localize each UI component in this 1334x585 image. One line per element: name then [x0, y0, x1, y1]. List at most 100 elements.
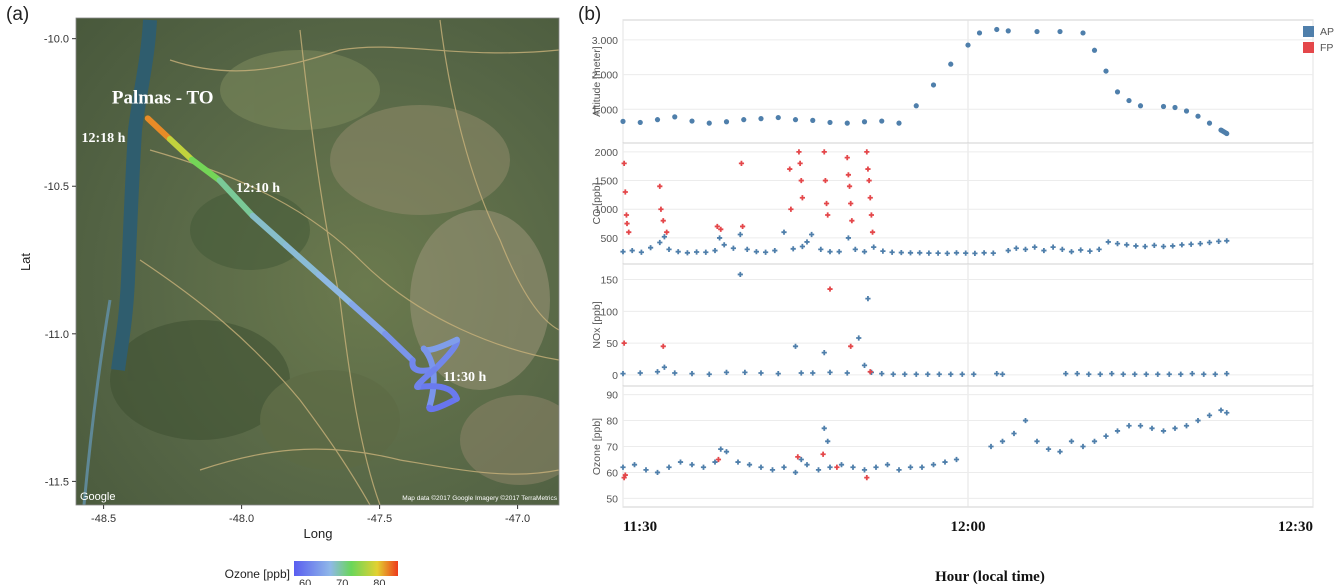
altitude-ap-point	[1092, 48, 1097, 53]
altitude-ap-point	[879, 118, 884, 123]
fp-point	[827, 286, 832, 291]
ap-point	[735, 459, 740, 464]
ap-point	[862, 363, 867, 368]
altitude-ap-point	[741, 117, 746, 122]
time-x-axis-title: Hour (local time)	[935, 569, 1045, 585]
ap-point	[1080, 444, 1085, 449]
fp-point	[824, 201, 829, 206]
fp-point	[622, 341, 627, 346]
fp-point	[868, 195, 873, 200]
ap-point	[914, 372, 919, 377]
ap-point	[639, 250, 644, 255]
ap-point	[1000, 372, 1005, 377]
ap-point	[1216, 239, 1221, 244]
subplot-y-axis-title: Altitude [meter]	[591, 46, 603, 117]
ap-point	[873, 465, 878, 470]
map-annotation: 12:10 h	[236, 181, 280, 196]
ap-point	[1144, 372, 1149, 377]
fp-point	[823, 178, 828, 183]
ap-point	[1097, 247, 1102, 252]
ap-point	[1057, 449, 1062, 454]
ap-point	[738, 272, 743, 277]
ap-point	[1161, 244, 1166, 249]
subplot-frames	[623, 20, 1313, 507]
fp-point	[864, 149, 869, 154]
ap-point	[890, 250, 895, 255]
altitude-ap-point	[1161, 104, 1166, 109]
ap-point	[937, 372, 942, 377]
ap-point	[839, 462, 844, 467]
ap-point	[1000, 439, 1005, 444]
ap-point	[885, 462, 890, 467]
colorbar-gradient	[294, 561, 398, 576]
altitude-ap-point	[948, 62, 953, 67]
ap-point	[1014, 246, 1019, 251]
fp-point	[845, 155, 850, 160]
subplot-y-tick-label: 3.000	[592, 35, 618, 47]
ap-point	[925, 372, 930, 377]
ap-point	[1034, 439, 1039, 444]
altitude-ap-point	[1057, 29, 1062, 34]
ap-point	[954, 457, 959, 462]
ap-point	[1075, 371, 1080, 376]
colorbar-tick-label: 80	[373, 578, 385, 585]
altitude-ap-point	[914, 103, 919, 108]
altitude-ap-point	[896, 121, 901, 126]
ap-point	[1087, 249, 1092, 254]
time-series-panel: 1.000 2.000 3.000 500 1000 1500 2000 0 50 100 150 5…	[591, 20, 1334, 585]
ap-point	[745, 247, 750, 252]
subplot-y-tick-label: 2000	[595, 147, 619, 159]
fp-point	[800, 195, 805, 200]
ap-point	[804, 239, 809, 244]
map-y-ticks: -10.0-10.5-11.0-11.5	[44, 34, 76, 489]
ap-point	[919, 465, 924, 470]
ap-point	[954, 250, 959, 255]
altitude-ap-point	[1138, 103, 1143, 108]
map-x-tick-label: -47.5	[367, 513, 392, 525]
ap-point	[825, 439, 830, 444]
ap-point	[908, 250, 913, 255]
colorbar-label: Ozone [ppb]	[225, 567, 290, 581]
ap-point	[718, 446, 723, 451]
legend-label: AP	[1320, 26, 1334, 38]
ap-point	[891, 372, 896, 377]
legend-swatch	[1303, 26, 1314, 37]
map-y-tick-label: -10.5	[44, 181, 69, 193]
ap-point	[630, 248, 635, 253]
google-logo: Google	[80, 491, 115, 503]
ap-point	[781, 465, 786, 470]
ap-point	[1051, 245, 1056, 250]
ap-point	[1069, 249, 1074, 254]
ap-point	[662, 234, 667, 239]
ap-point	[804, 462, 809, 467]
ap-point	[1106, 239, 1111, 244]
ap-point	[655, 369, 660, 374]
altitude-ap-point	[1115, 89, 1120, 94]
ap-point	[1179, 242, 1184, 247]
ap-point	[1213, 372, 1218, 377]
ap-point	[818, 247, 823, 252]
subplot-y-tick-label: 70	[606, 442, 618, 454]
fp-point	[787, 166, 792, 171]
ap-point	[879, 371, 884, 376]
ap-point	[822, 426, 827, 431]
ap-point	[1092, 439, 1097, 444]
legend-swatch	[1303, 42, 1314, 53]
ap-point	[1086, 372, 1091, 377]
ap-point	[1041, 248, 1046, 253]
ap-point	[772, 248, 777, 253]
ap-point	[948, 372, 953, 377]
ap-point	[742, 370, 747, 375]
ap-point	[770, 467, 775, 472]
map-x-tick-label: -47.0	[505, 513, 530, 525]
ap-point	[971, 372, 976, 377]
altitude-ap-point	[724, 119, 729, 124]
ap-point	[763, 250, 768, 255]
ap-point	[908, 465, 913, 470]
altitude-ap-point	[994, 27, 999, 32]
fp-point	[622, 161, 627, 166]
fp-point	[661, 344, 666, 349]
ap-point	[1138, 423, 1143, 428]
ap-point	[1124, 242, 1129, 247]
